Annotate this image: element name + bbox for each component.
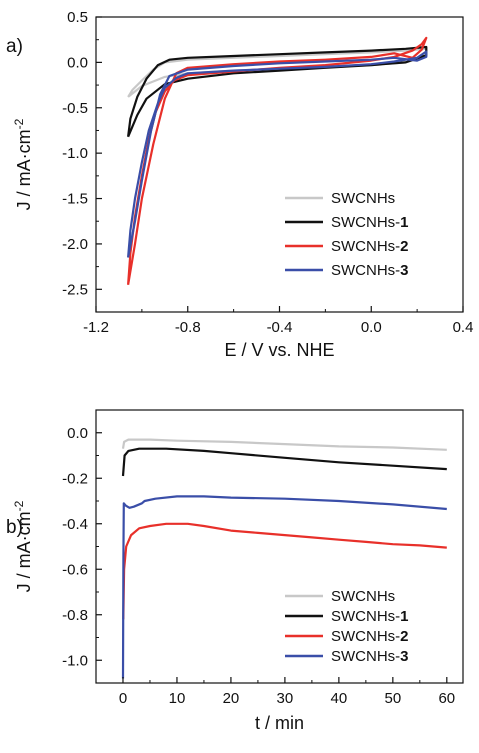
y-tick-label: -2.0 <box>62 236 88 253</box>
x-tick-label: 0.0 <box>361 319 382 336</box>
y-axis-label: J / mA·cm-2 <box>12 118 34 210</box>
y-tick-label: 0.5 <box>67 9 88 26</box>
y-tick-label: -0.8 <box>62 607 88 624</box>
legend-entry: SWCNHs-2 <box>331 238 409 255</box>
legend: SWCNHs SWCNHs-1 SWCNHs-2 SWCNHs-3 <box>285 588 409 665</box>
x-tick-label: 10 <box>169 690 186 707</box>
x-tick-label: -1.2 <box>83 319 109 336</box>
chart-panel-1: -1.2 -0.8 -0.4 0.0 0.4 0.5 0.0 -0.5 -1.0 -1.5 -2.0… <box>6 9 473 360</box>
legend-entry: SWCNHs-3 <box>331 648 409 665</box>
legend-entry: SWCNHs-1 <box>331 608 409 625</box>
legend: SWCNHs SWCNHs-1 SWCNHs-2 SWCNHs-3 <box>285 190 409 279</box>
x-tick-label: -0.8 <box>175 319 201 336</box>
y-tick-label: -1.5 <box>62 191 88 208</box>
x-tick-label: 0.4 <box>453 319 474 336</box>
legend-entry: SWCNHs <box>331 588 395 605</box>
x-axis-label: E / V vs. NHE <box>224 340 334 360</box>
y-tick-label: -2.5 <box>62 281 88 298</box>
y-tick-label: 0.0 <box>67 54 88 71</box>
x-tick-label: 30 <box>277 690 294 707</box>
y-tick-label: -0.4 <box>62 516 88 533</box>
y-tick-label: -1.0 <box>62 145 88 162</box>
y-tick-label: -0.6 <box>62 561 88 578</box>
y-axis-label: J / mA·cm-2 <box>12 500 34 592</box>
series-line-1 <box>121 438 447 451</box>
panel-label: a) <box>6 36 23 57</box>
y-tick-label: 0.0 <box>67 425 88 442</box>
x-tick-label: 0 <box>119 690 127 707</box>
x-tick-label: 60 <box>438 690 455 707</box>
series-line-4 <box>121 495 447 679</box>
x-axis-label: t / min <box>255 713 304 733</box>
x-tick-label: 20 <box>223 690 240 707</box>
chart-panel-2: 0 10 20 30 40 50 60 0.0 -0.2 -0.4 -0.6 -0.8 -1.0 t / … <box>6 409 464 733</box>
series-line-2 <box>121 447 447 477</box>
panel-label: b) <box>6 517 23 538</box>
legend-entry: SWCNHs-3 <box>331 262 409 279</box>
y-tick-label: -1.0 <box>62 652 88 669</box>
x-tick-label: 50 <box>384 690 401 707</box>
series-line-4 <box>127 50 428 258</box>
legend-entry: SWCNHs-1 <box>331 214 409 231</box>
y-tick-label: -0.2 <box>62 470 88 487</box>
legend-entry: SWCNHs-2 <box>331 628 409 645</box>
y-tick-label: -0.5 <box>62 100 88 117</box>
x-tick-label: 40 <box>331 690 348 707</box>
legend-entry: SWCNHs <box>331 190 395 207</box>
series-line-3 <box>122 522 447 620</box>
x-tick-label: -0.4 <box>267 319 293 336</box>
